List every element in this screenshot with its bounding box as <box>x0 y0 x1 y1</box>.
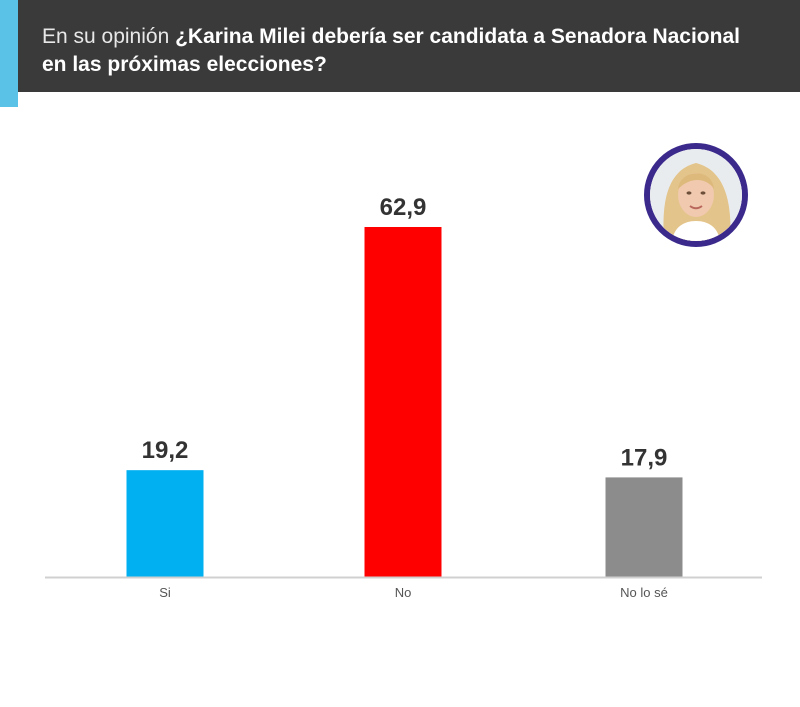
accent-bar <box>0 0 18 107</box>
bar-1 <box>364 227 442 577</box>
category-label-0: Si <box>159 585 171 600</box>
question-intro: En su opinión <box>42 25 170 48</box>
category-label-1: No <box>395 585 412 600</box>
bar-2 <box>605 477 683 577</box>
bar-chart: 19,2 Si 62,9 No 17,9 No lo sé <box>45 194 762 600</box>
value-label-2: 17,9 <box>621 444 668 471</box>
bar-0 <box>126 470 204 577</box>
category-label-2: No lo sé <box>620 585 668 600</box>
question-text: ¿Karina Milei debería ser candidata a Se… <box>42 25 740 76</box>
woman-portrait-icon <box>650 149 742 241</box>
value-label-0: 19,2 <box>142 437 189 464</box>
value-label-1: 62,9 <box>380 194 427 221</box>
question-header: En su opinión ¿Karina Milei debería ser … <box>18 0 800 92</box>
chart-area: 19,2 Si 62,9 No 17,9 No lo sé <box>0 92 800 707</box>
avatar <box>644 143 748 247</box>
